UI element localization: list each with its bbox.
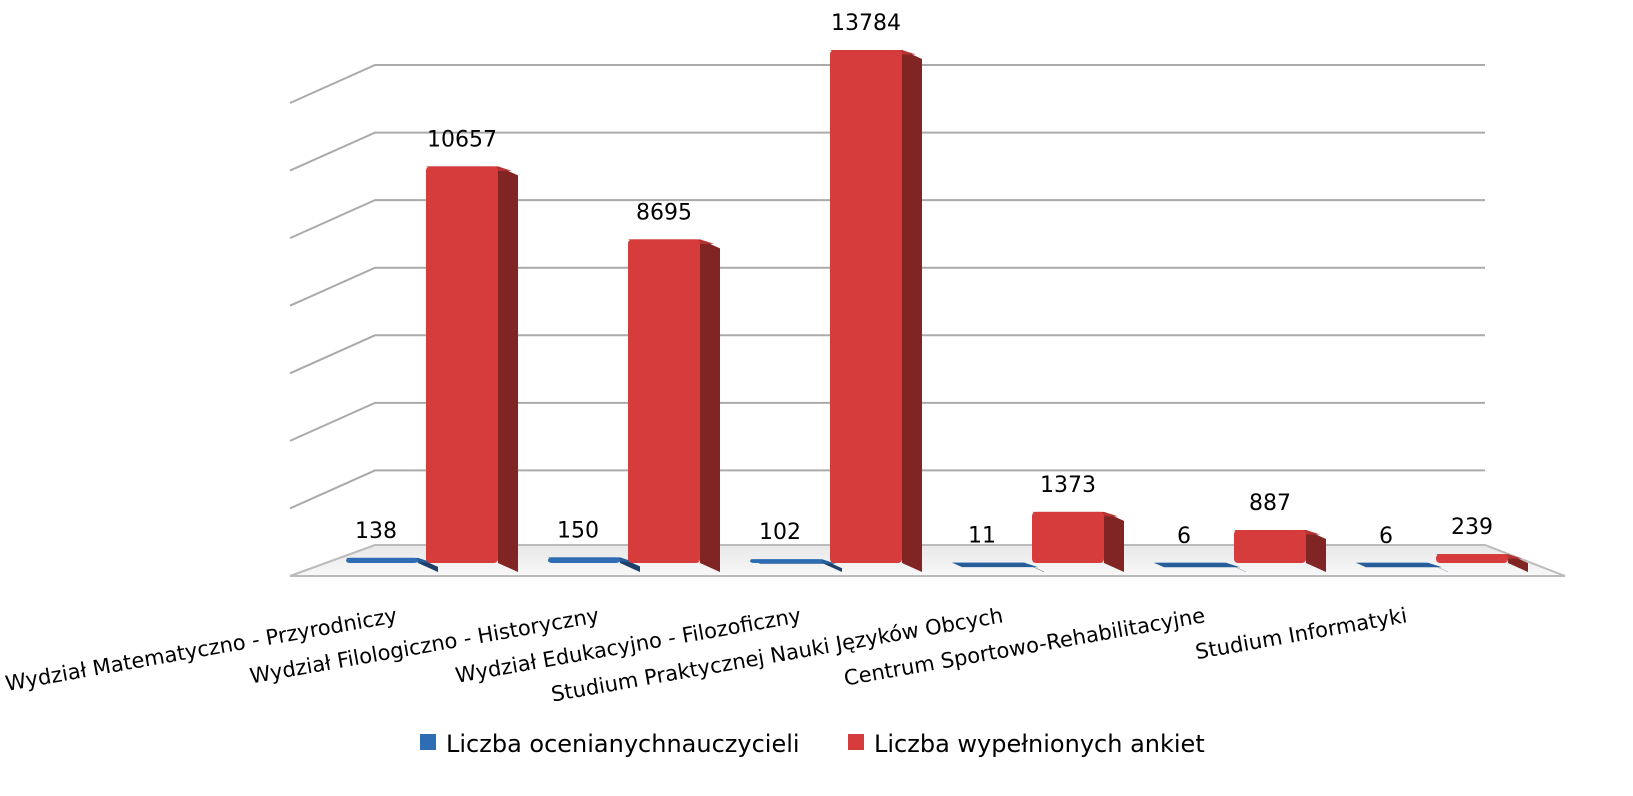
- value-label: 102: [759, 520, 801, 545]
- x-tick-label: Studium Informatyki: [1193, 603, 1408, 664]
- bar: [750, 559, 822, 563]
- bar-side: [1306, 529, 1326, 572]
- x-tick-label: Centrum Sportowo-Rehabilitacyjne: [842, 603, 1207, 690]
- value-label: 11: [968, 524, 996, 549]
- grid-line: [289, 64, 1485, 104]
- grid-line: [289, 199, 1485, 240]
- value-label: 8695: [636, 200, 692, 225]
- bar: [346, 557, 418, 563]
- bar: [426, 166, 498, 564]
- bar-top: [1356, 562, 1442, 568]
- bar: [548, 557, 620, 563]
- x-tick-label: Wydział Filologiczno - Historyczny: [248, 603, 601, 688]
- value-label: 1373: [1040, 473, 1096, 498]
- bar-top: [952, 562, 1038, 568]
- value-label: 6: [1177, 524, 1191, 549]
- value-label: 6: [1379, 524, 1393, 549]
- bar-side: [1104, 511, 1124, 572]
- bar: [1154, 562, 1226, 564]
- bar-side: [902, 50, 922, 573]
- grid-line: [289, 469, 1485, 510]
- grid-line: [289, 266, 1485, 307]
- bar: [830, 50, 902, 564]
- bar: [628, 239, 700, 563]
- grid-line: [289, 401, 1485, 442]
- value-label: 10657: [427, 127, 497, 152]
- legend-label: Liczba ocenianychnauczycieli: [446, 730, 800, 758]
- bar: [1436, 554, 1508, 563]
- legend-label: Liczba wypełnionych ankiet: [874, 730, 1205, 758]
- bar: [1356, 562, 1428, 564]
- bar-side: [498, 166, 518, 573]
- bar: [1032, 511, 1104, 563]
- value-label: 138: [355, 519, 397, 544]
- legend-swatch: [420, 734, 436, 750]
- grid-line: [289, 334, 1485, 375]
- bar: [952, 562, 1024, 564]
- value-label: 13784: [831, 11, 901, 36]
- bar-side: [700, 239, 720, 572]
- bar-top: [1154, 562, 1240, 568]
- value-label: 887: [1249, 491, 1291, 516]
- grid-line: [289, 131, 1485, 172]
- legend-swatch: [848, 734, 864, 750]
- value-label: 150: [557, 518, 599, 543]
- bar: [1234, 529, 1306, 563]
- value-label: 239: [1451, 515, 1493, 540]
